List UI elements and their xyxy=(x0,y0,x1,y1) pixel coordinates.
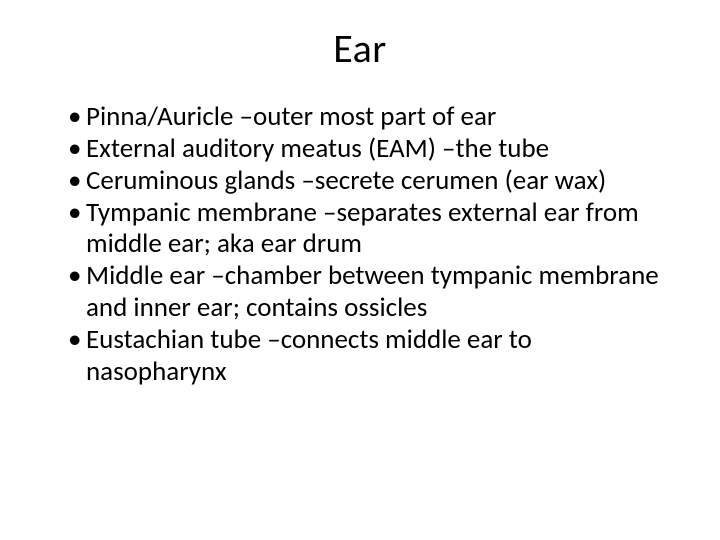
list-item: External auditory meatus (EAM) –the tube xyxy=(68,133,672,165)
bullet-list: Pinna/Auricle –outer most part of ear Ex… xyxy=(48,101,672,388)
slide: Ear Pinna/Auricle –outer most part of ea… xyxy=(0,0,720,540)
list-item: Eustachian tube –connects middle ear to … xyxy=(68,324,672,388)
list-item: Tympanic membrane –separates external ea… xyxy=(68,197,672,261)
list-item: Pinna/Auricle –outer most part of ear xyxy=(68,101,672,133)
list-item: Middle ear –chamber between tympanic mem… xyxy=(68,260,672,324)
slide-title: Ear xyxy=(48,24,672,73)
list-item: Ceruminous glands –secrete cerumen (ear … xyxy=(68,165,672,197)
